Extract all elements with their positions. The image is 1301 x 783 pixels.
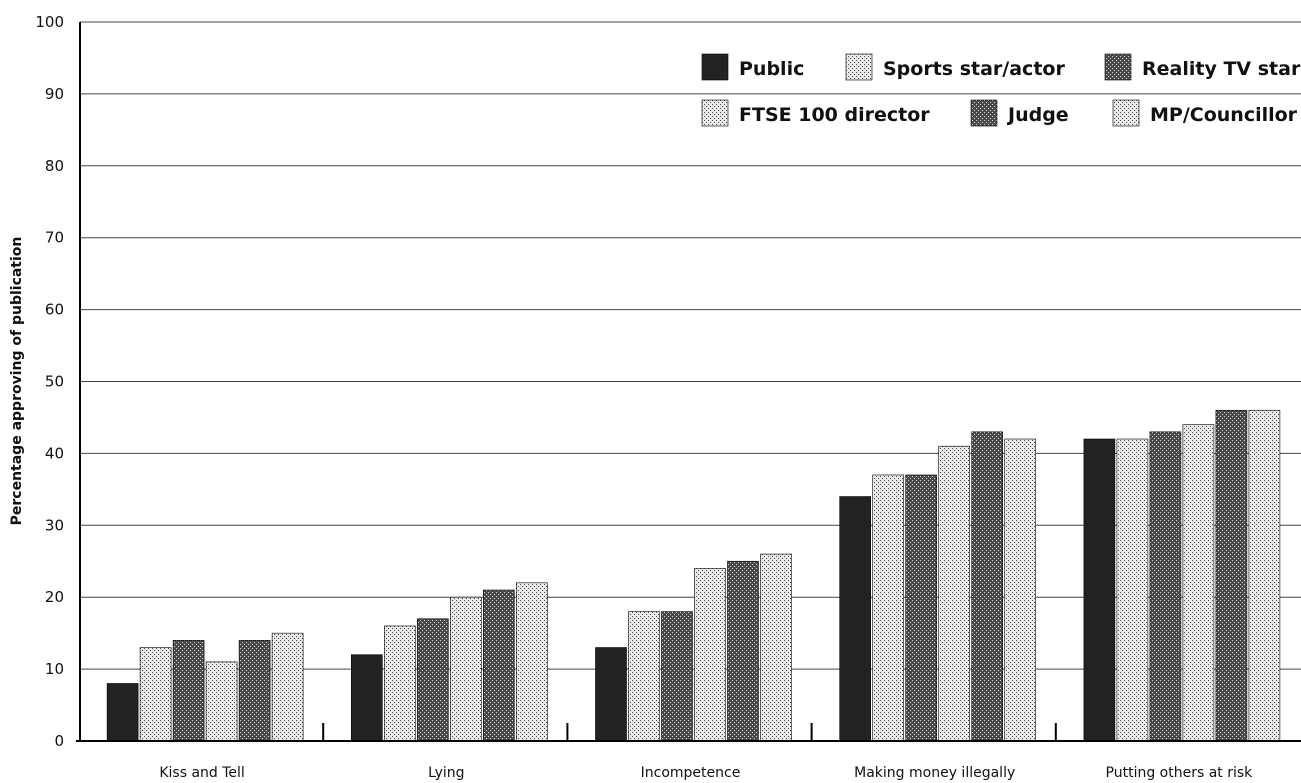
legend-swatch (701, 99, 729, 127)
bar (971, 431, 1004, 742)
legend-label: Reality TV star (1142, 58, 1301, 80)
legend: Public Sports star/actor Reality TV star FT… (701, 53, 1301, 127)
legend-label: Sports star/actor (883, 58, 1065, 80)
bar (1182, 424, 1215, 742)
x-axis-categories: Kiss and Tell Lying Incompetence Making mon… (159, 765, 1253, 781)
bar (1149, 431, 1182, 742)
bar (905, 474, 938, 742)
bar (139, 647, 172, 742)
x-category-label: Making money illegally (854, 765, 1015, 781)
legend-label: MP/Councillor (1150, 104, 1298, 126)
y-tick-label: 20 (45, 588, 64, 606)
bar (938, 445, 971, 742)
y-tick-label: 60 (45, 301, 64, 319)
y-tick-label: 90 (45, 85, 64, 103)
bar (839, 496, 872, 742)
bar (760, 553, 792, 742)
bar (482, 589, 515, 742)
bar (1215, 409, 1248, 742)
y-tick-label: 0 (54, 732, 64, 750)
bar (205, 661, 238, 742)
legend-swatch (970, 99, 998, 127)
bar (172, 640, 205, 742)
legend-swatch (1104, 53, 1132, 81)
bar (1083, 438, 1116, 742)
y-tick-label: 30 (45, 516, 64, 534)
legend-swatch (701, 53, 729, 81)
bar (1248, 409, 1281, 742)
legend-label: Judge (1006, 104, 1069, 126)
x-category-label: Kiss and Tell (159, 765, 244, 781)
legend-label: FTSE 100 director (739, 104, 930, 126)
bar (271, 632, 304, 742)
y-tick-label: 40 (45, 444, 64, 462)
x-category-label: Putting others at risk (1106, 765, 1254, 781)
y-tick-label: 100 (35, 13, 64, 31)
bars (106, 409, 1281, 742)
x-category-label: Incompetence (641, 765, 741, 781)
bar (595, 647, 627, 742)
axes (76, 22, 1301, 742)
legend-label: Public (739, 58, 804, 80)
bar (383, 625, 416, 742)
legend-swatch (845, 53, 873, 81)
bar (727, 560, 759, 742)
bar (1004, 438, 1037, 742)
bar (416, 618, 449, 742)
legend-swatch (1112, 99, 1140, 127)
bar (694, 568, 726, 742)
y-axis-label: Percentage approving of publication (9, 237, 25, 526)
y-tick-label: 70 (45, 229, 64, 247)
bar (350, 654, 383, 742)
y-tick-label: 10 (45, 660, 64, 678)
y-axis-ticks: 0 10 20 30 40 50 60 70 80 90 100 (35, 13, 64, 750)
y-tick-label: 50 (45, 373, 64, 391)
bar (515, 582, 548, 742)
bar (661, 611, 693, 742)
x-category-label: Lying (428, 765, 464, 781)
bar (449, 596, 482, 742)
bar (1116, 438, 1149, 742)
bar (106, 683, 139, 742)
gridlines (80, 21, 1301, 670)
bar (628, 611, 660, 742)
bar (238, 640, 271, 742)
bar (872, 474, 905, 742)
y-tick-label: 80 (45, 157, 64, 175)
